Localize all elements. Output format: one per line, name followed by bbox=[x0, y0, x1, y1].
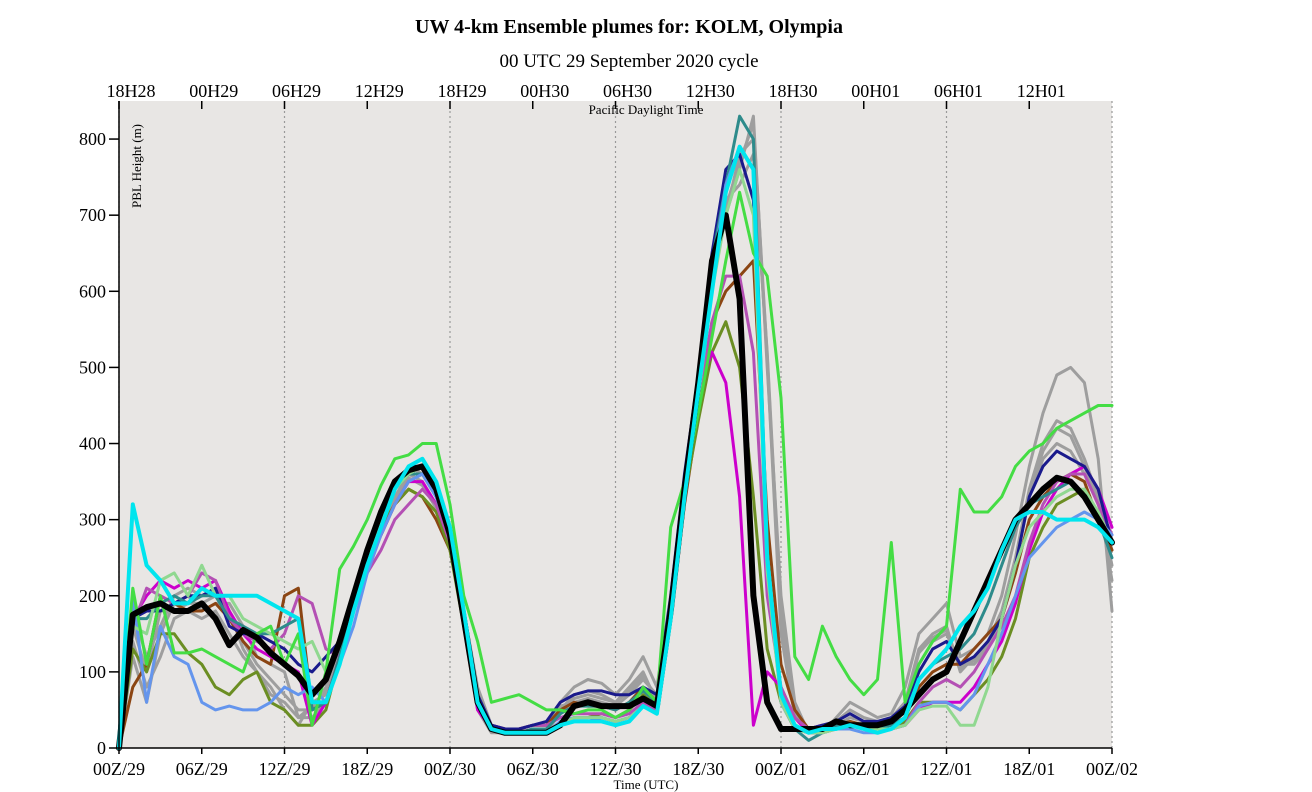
x-axis-label: Time (UTC) bbox=[614, 777, 679, 792]
series-layer bbox=[116, 114, 1115, 751]
top-tick-label: 18H30 bbox=[769, 81, 818, 101]
y-tick-label: 800 bbox=[79, 129, 106, 149]
x-tick-label: 06Z/29 bbox=[176, 759, 228, 779]
x-tick-label: 12Z/01 bbox=[921, 759, 973, 779]
top-tick-label: 18H29 bbox=[438, 81, 487, 101]
x-tick-label: 18Z/30 bbox=[672, 759, 724, 779]
y-tick-label: 300 bbox=[79, 510, 106, 530]
top-tick-label: 18H28 bbox=[107, 81, 156, 101]
y-tick-label: 600 bbox=[79, 281, 106, 301]
top-tick-label: 00H29 bbox=[189, 81, 238, 101]
y-axis-label: PBL Height (m) bbox=[129, 124, 144, 208]
x-tick-label: 18Z/29 bbox=[341, 759, 393, 779]
series-line-gray-4 bbox=[117, 122, 1114, 750]
y-tick-label: 100 bbox=[79, 662, 106, 682]
x-tick-label: 00Z/02 bbox=[1086, 759, 1138, 779]
chart-title: UW 4-km Ensemble plumes for: KOLM, Olymp… bbox=[415, 16, 843, 38]
y-tick-label: 0 bbox=[97, 738, 106, 758]
x-tick-label: 00Z/30 bbox=[424, 759, 476, 779]
y-tick-label: 700 bbox=[79, 205, 106, 225]
y-tick-label: 400 bbox=[79, 434, 106, 454]
top-tick-label: 06H01 bbox=[934, 81, 983, 101]
top-tick-label: 06H30 bbox=[603, 81, 652, 101]
top-tick-label: 00H01 bbox=[851, 81, 900, 101]
x-tick-label: 12Z/29 bbox=[259, 759, 311, 779]
axes: 0 100 200 300 400 500 600 700 800 00Z/29 06Z/29 12Z… bbox=[79, 81, 1138, 779]
chart-subtitle: 00 UTC 29 September 2020 cycle bbox=[499, 51, 758, 72]
x-tick-label: 00Z/01 bbox=[755, 759, 807, 779]
x-tick-label: 18Z/01 bbox=[1003, 759, 1055, 779]
x-tick-label: 06Z/30 bbox=[507, 759, 559, 779]
x-tick-label: 06Z/01 bbox=[838, 759, 890, 779]
series-line-light-green bbox=[117, 168, 1114, 750]
top-tick-label: 06H29 bbox=[272, 81, 321, 101]
top-tick-label: 12H30 bbox=[686, 81, 735, 101]
top-tick-label: 12H01 bbox=[1017, 81, 1066, 101]
top-axis-label: Pacific Daylight Time bbox=[589, 102, 704, 117]
y-tick-label: 500 bbox=[79, 357, 106, 377]
top-tick-label: 12H29 bbox=[355, 81, 404, 101]
series-line-cyan-top bbox=[117, 144, 1114, 750]
series-line-teal bbox=[117, 114, 1114, 750]
y-tick-label: 200 bbox=[79, 586, 106, 606]
series-line-navy bbox=[117, 152, 1114, 750]
top-tick-label: 00H30 bbox=[520, 81, 569, 101]
series-line-mean bbox=[116, 212, 1115, 751]
x-tick-label: 12Z/30 bbox=[590, 759, 642, 779]
x-tick-label: 00Z/29 bbox=[93, 759, 145, 779]
